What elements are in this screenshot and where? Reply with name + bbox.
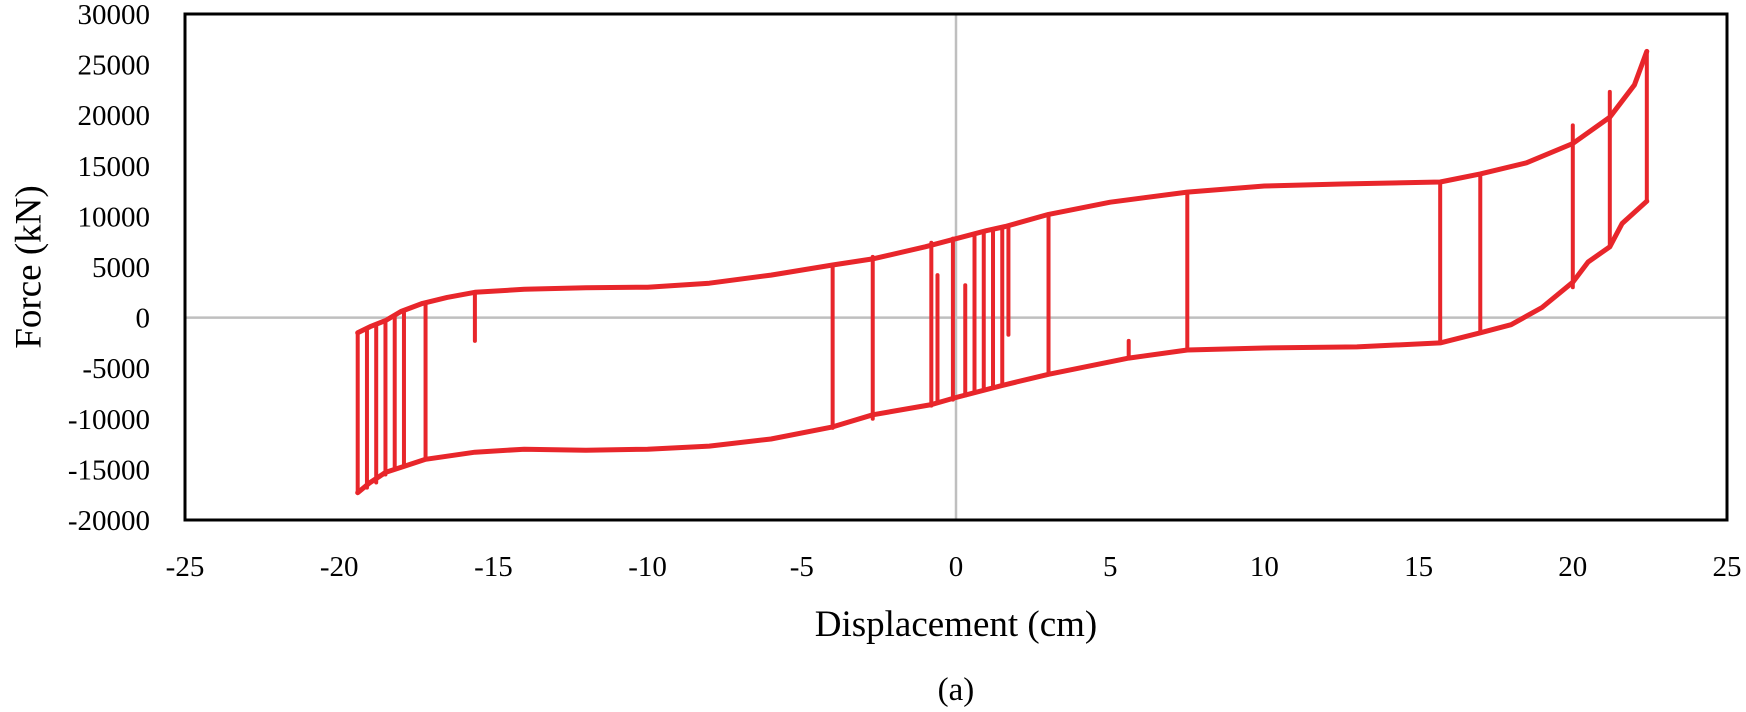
x-tick-label: 15 — [1404, 551, 1433, 583]
y-axis-tick-labels: -20000 -15000 -10000 -5000 0 5000 10000 15000 20… — [68, 0, 150, 537]
y-tick-label: -10000 — [68, 404, 150, 436]
y-tick-label: 0 — [136, 303, 151, 335]
x-axis-title: Displacement (cm) — [815, 604, 1098, 645]
y-tick-label: 20000 — [78, 100, 151, 132]
y-tick-label: 15000 — [78, 151, 151, 183]
hysteresis-series — [355, 48, 1650, 496]
y-tick-label: -20000 — [68, 505, 150, 537]
x-tick-label: 5 — [1103, 551, 1118, 583]
y-axis-title: Force (kN) — [8, 185, 49, 348]
x-tick-label: 10 — [1250, 551, 1279, 583]
y-tick-label: -15000 — [68, 454, 150, 486]
y-tick-label: 25000 — [78, 50, 151, 82]
y-tick-label: -5000 — [82, 353, 150, 385]
series-line — [355, 198, 1650, 496]
x-tick-label: -20 — [320, 551, 359, 583]
x-tick-label: 25 — [1713, 551, 1742, 583]
x-axis-tick-labels: -25 -20 -15 -10 -5 0 5 10 15 20 25 — [166, 551, 1742, 583]
y-tick-label: 10000 — [78, 201, 151, 233]
x-tick-label: -25 — [166, 551, 205, 583]
x-tick-label: -10 — [628, 551, 667, 583]
y-tick-label: 5000 — [92, 252, 150, 284]
x-tick-label: -15 — [474, 551, 513, 583]
series-line — [355, 48, 1650, 336]
x-tick-label: 20 — [1558, 551, 1587, 583]
x-tick-label: -5 — [790, 551, 814, 583]
x-tick-label: 0 — [949, 551, 964, 583]
panel-label: (a) — [938, 672, 975, 708]
zero-grid-lines — [185, 14, 1727, 520]
y-tick-label: 30000 — [78, 0, 151, 31]
plot-area-frame — [183, 12, 1729, 522]
